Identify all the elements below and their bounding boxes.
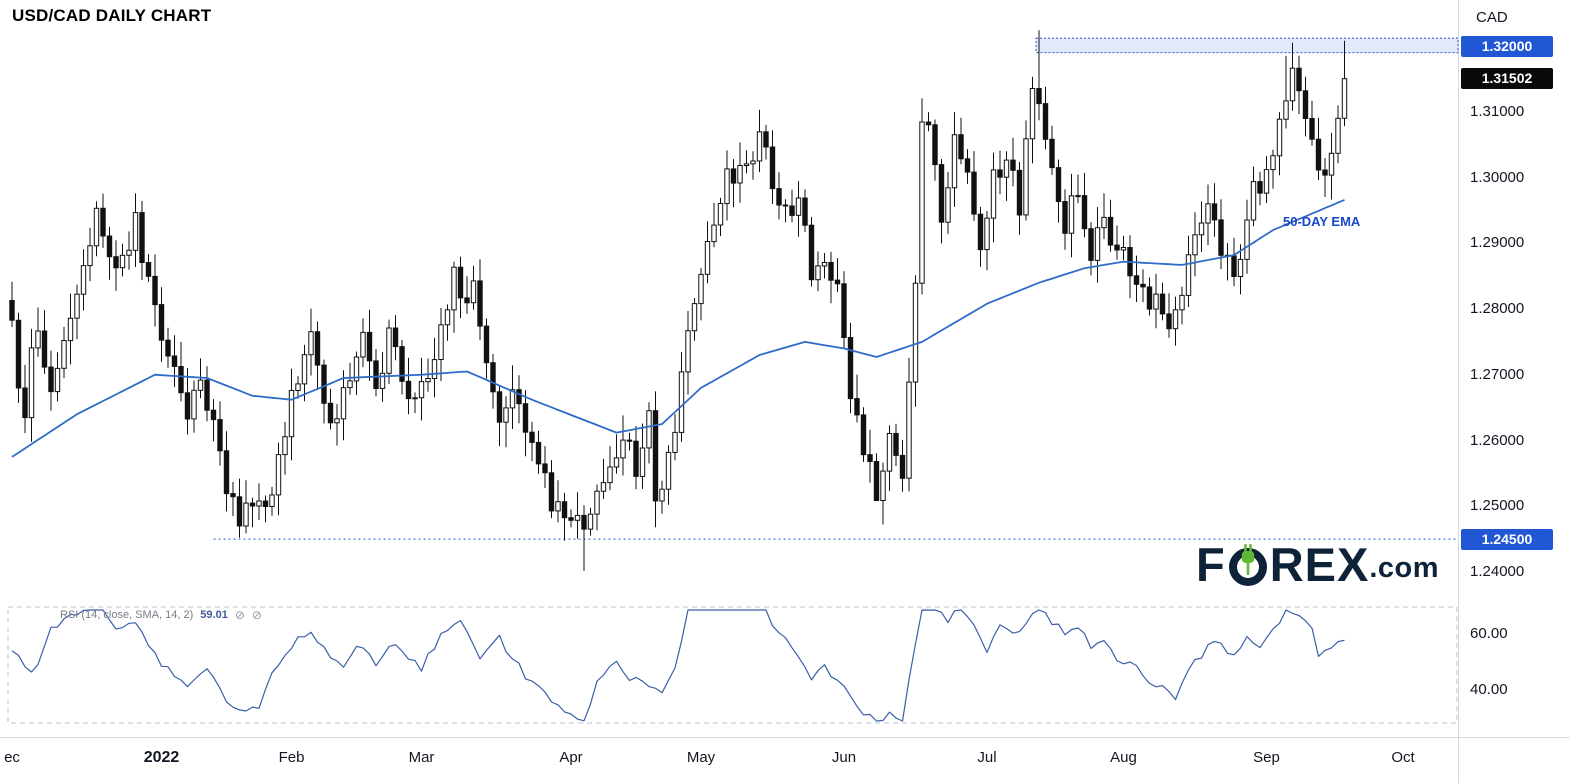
time-label-2022: 2022	[143, 749, 180, 766]
rsi-pane-border	[7, 606, 1458, 724]
price-tick: 1.31000	[1470, 102, 1525, 120]
last-price-badge: 1.31502	[1461, 68, 1553, 90]
forex-logo-plug-icon	[1228, 543, 1267, 586]
forex-logo-text-rex: REX	[1269, 538, 1370, 591]
time-label-Aug: Aug	[1110, 749, 1137, 766]
time-label-May: May	[686, 749, 716, 766]
level-badge: 1.32000	[1461, 35, 1553, 57]
time-label-Oct: Oct	[1391, 749, 1415, 766]
forex-logo-text-com: .com	[1369, 552, 1440, 584]
time-label-Apr: Apr	[559, 749, 583, 766]
price-tick: 1.25000	[1470, 497, 1525, 515]
hide-indicator-icon[interactable]: ⊘	[234, 608, 245, 622]
rsi-line	[11, 609, 1345, 722]
price-tick: 1.26000	[1470, 431, 1525, 449]
time-label-ec: ec	[4, 749, 20, 766]
rsi-indicator-name[interactable]: RSI (14, close, SMA, 14, 2)	[60, 609, 194, 621]
rsi-value: 59.01	[200, 609, 228, 621]
price-tick: 1.30000	[1470, 168, 1525, 186]
price-axis-title: CAD	[1476, 9, 1508, 26]
candles	[9, 30, 1348, 571]
time-label-Mar: Mar	[408, 749, 435, 766]
rsi-tick: 40.00	[1470, 681, 1508, 698]
time-label-Jun: Jun	[831, 749, 857, 766]
ema-label: 50-DAY EMA	[1283, 214, 1361, 229]
resistance-zone	[1035, 37, 1459, 54]
rsi-tick: 60.00	[1470, 625, 1508, 642]
time-label-Feb: Feb	[278, 749, 305, 766]
price-tick: 1.29000	[1470, 234, 1525, 252]
rsi-indicator-header: RSI (14, close, SMA, 14, 2) 59.01 ⊘ ⊘	[60, 609, 262, 621]
chart-title: USD/CAD DAILY CHART	[12, 6, 212, 25]
level-badge: 1.24500	[1461, 528, 1553, 550]
time-label-Sep: Sep	[1253, 749, 1280, 766]
forex-logo-text-f: F	[1196, 538, 1226, 591]
time-label-Jul: Jul	[977, 749, 997, 766]
indicator-menu-icon[interactable]: ⊘	[251, 608, 262, 622]
price-tick: 1.27000	[1470, 365, 1525, 383]
price-tick: 1.28000	[1470, 300, 1525, 317]
price-tick: 1.24000	[1470, 563, 1525, 580]
ema-line	[11, 199, 1345, 458]
forex-logo: F REX .com	[1196, 541, 1439, 588]
